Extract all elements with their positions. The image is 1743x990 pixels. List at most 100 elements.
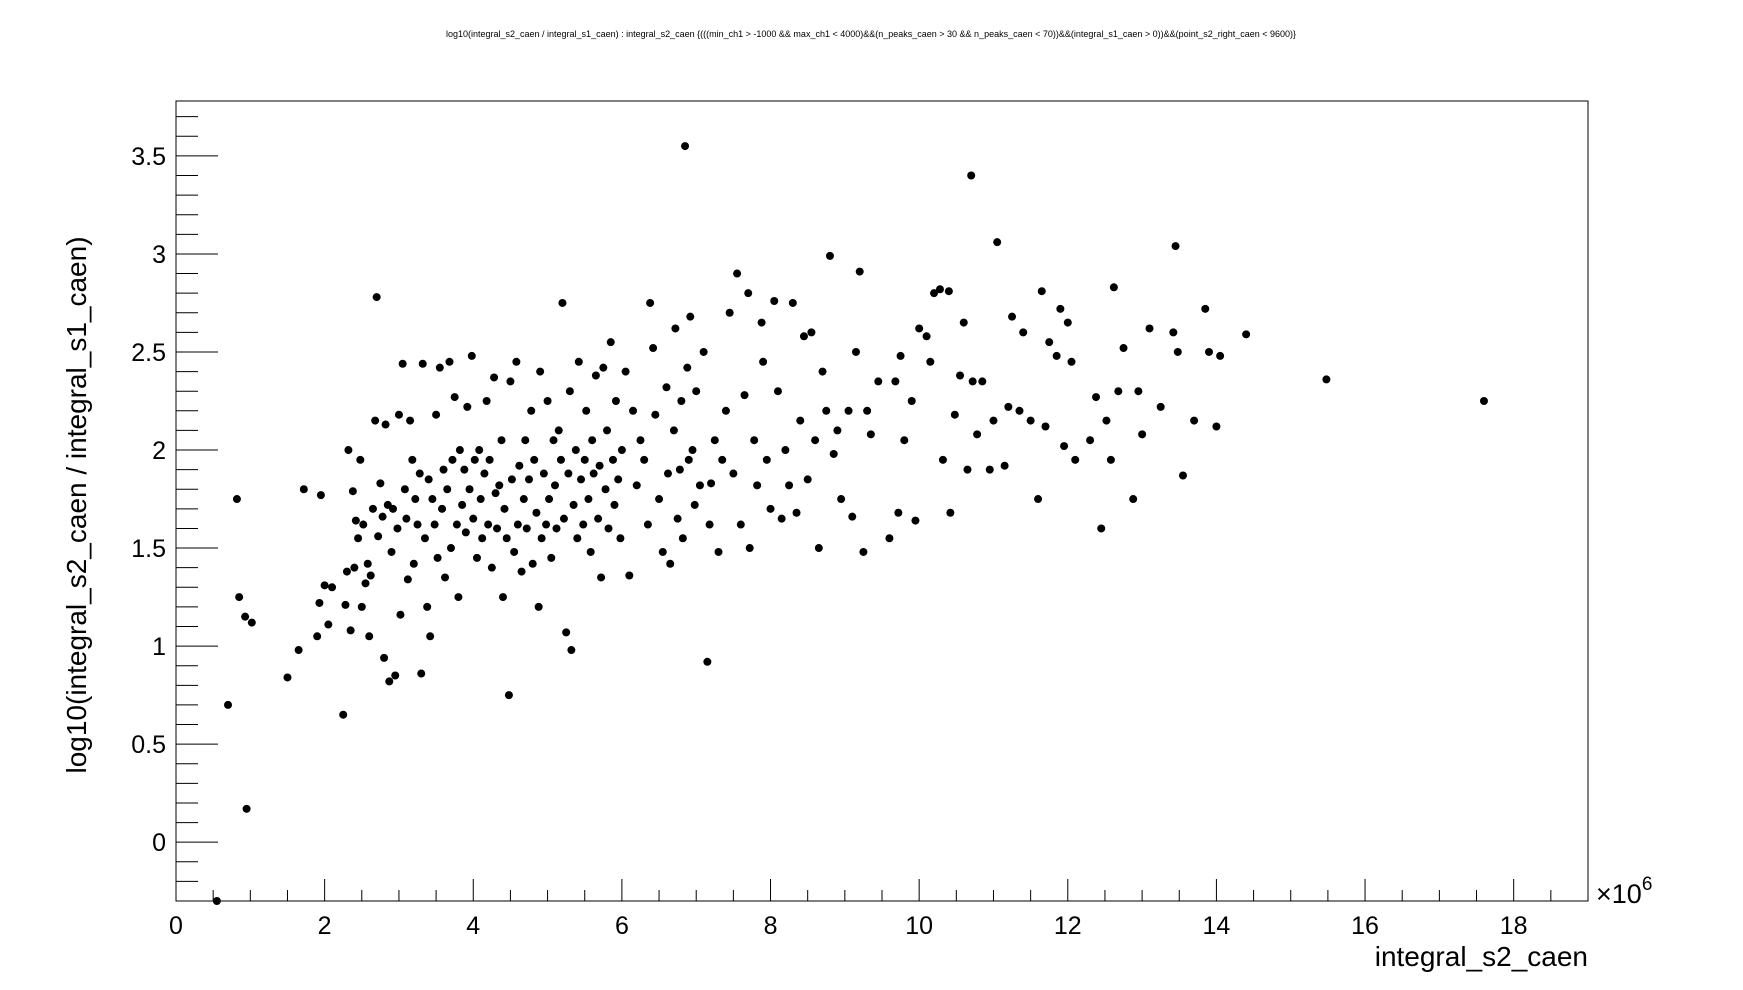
- data-point: [1102, 416, 1111, 425]
- data-point: [522, 524, 531, 533]
- data-point: [922, 332, 931, 341]
- data-point: [714, 547, 723, 556]
- x-exponent-base: ×10: [1596, 879, 1642, 909]
- data-point: [818, 367, 827, 376]
- data-point: [365, 632, 374, 641]
- data-point: [409, 559, 418, 568]
- data-point: [606, 338, 615, 347]
- data-point: [640, 455, 649, 464]
- data-point: [683, 363, 692, 372]
- data-point: [552, 524, 561, 533]
- data-point: [502, 534, 511, 543]
- data-point: [487, 563, 496, 572]
- data-point: [424, 475, 433, 484]
- data-point: [1004, 402, 1013, 411]
- data-point: [450, 393, 459, 402]
- data-point: [811, 436, 820, 445]
- data-point: [420, 534, 429, 543]
- data-point: [554, 426, 563, 435]
- data-point: [463, 402, 472, 411]
- data-point: [328, 583, 337, 592]
- data-point: [757, 318, 766, 327]
- data-point: [1041, 422, 1050, 431]
- data-point: [484, 520, 493, 529]
- data-point: [762, 455, 771, 464]
- data-point: [519, 495, 528, 504]
- data-point: [470, 455, 479, 464]
- data-point: [294, 646, 303, 655]
- x-tick-label: 12: [1054, 912, 1082, 940]
- data-point: [707, 479, 716, 488]
- data-point: [695, 481, 704, 490]
- data-point: [781, 446, 790, 455]
- data-point: [608, 455, 617, 464]
- data-point: [736, 520, 745, 529]
- data-point: [493, 524, 502, 533]
- data-point: [356, 455, 365, 464]
- data-point: [699, 347, 708, 356]
- data-point: [597, 573, 606, 582]
- data-point: [655, 495, 664, 504]
- data-point: [1129, 495, 1138, 504]
- data-point: [718, 455, 727, 464]
- data-point: [380, 653, 389, 662]
- data-point: [432, 410, 441, 419]
- data-point: [498, 593, 507, 602]
- data-point: [1114, 387, 1123, 396]
- data-point: [663, 469, 672, 478]
- data-point: [911, 516, 920, 525]
- data-point: [361, 579, 370, 588]
- data-point: [558, 298, 567, 307]
- y-tick-label: 0.5: [131, 731, 166, 759]
- data-point: [1169, 328, 1178, 337]
- data-point: [891, 377, 900, 386]
- data-point: [894, 508, 903, 517]
- data-point: [224, 700, 233, 709]
- data-point: [859, 547, 868, 556]
- data-point: [452, 520, 461, 529]
- data-point: [467, 351, 476, 360]
- data-point: [387, 547, 396, 556]
- data-point: [1052, 351, 1061, 360]
- data-point: [926, 357, 935, 366]
- data-point: [579, 520, 588, 529]
- data-point: [733, 269, 742, 278]
- data-point: [350, 563, 359, 572]
- axes: 0 2 4 6 8 10 12 14 16 18 0 0.5 1 1.5 2 2.5 3 3.5: [131, 100, 1589, 940]
- data-point: [803, 475, 812, 484]
- data-point: [745, 544, 754, 553]
- data-point: [441, 573, 450, 582]
- data-point: [530, 455, 539, 464]
- data-point: [371, 416, 380, 425]
- data-point: [569, 500, 578, 509]
- data-point: [445, 357, 454, 366]
- y-axis-title: log10(integral_s2_caen / integral_s1_cae…: [61, 236, 92, 773]
- data-point: [822, 406, 831, 415]
- data-point: [589, 469, 598, 478]
- y-tick-label: 0: [152, 829, 166, 857]
- data-point: [315, 598, 324, 607]
- data-point: [807, 328, 816, 337]
- data-point: [688, 446, 697, 455]
- data-point: [366, 571, 375, 580]
- data-point: [673, 514, 682, 523]
- data-point: [973, 430, 982, 439]
- data-point: [507, 475, 516, 484]
- data-point: [900, 436, 909, 445]
- y-tick-label: 3.5: [131, 143, 166, 171]
- data-point: [411, 495, 420, 504]
- data-point: [446, 544, 455, 553]
- data-point: [773, 387, 782, 396]
- data-point: [385, 677, 394, 686]
- data-point: [1060, 442, 1069, 451]
- data-point: [1201, 304, 1210, 313]
- data-point: [528, 559, 537, 568]
- data-point: [359, 520, 368, 529]
- data-point: [1173, 347, 1182, 356]
- data-point: [378, 512, 387, 521]
- data-point: [690, 500, 699, 509]
- data-point: [1204, 347, 1213, 356]
- x-tick-label: 8: [764, 912, 778, 940]
- data-point: [599, 363, 608, 372]
- data-point: [571, 446, 580, 455]
